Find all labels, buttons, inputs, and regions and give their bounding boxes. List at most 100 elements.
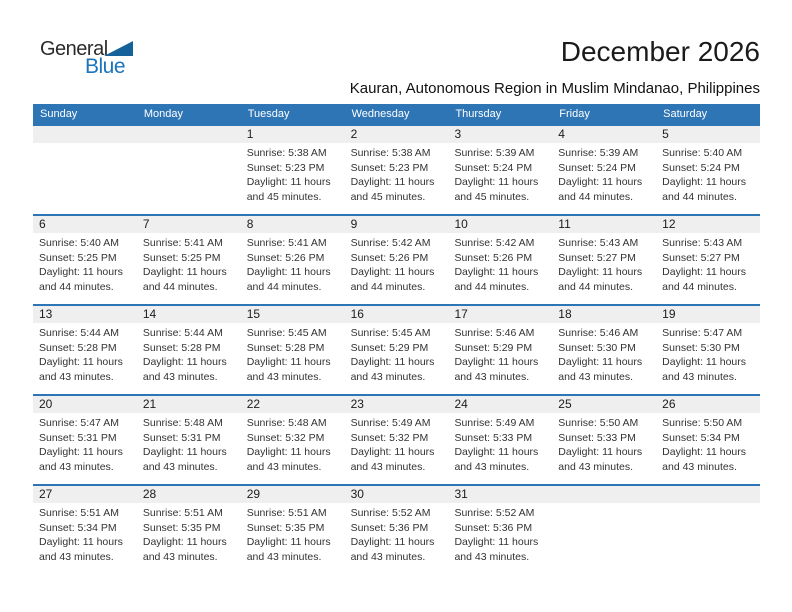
daylight-text-line2: and 43 minutes. [39,370,114,383]
day-cell-29: 29 Sunrise: 5:51 AM Sunset: 5:35 PM Dayligh… [240,486,345,574]
sunrise-text: Sunrise: 5:48 AM [246,417,327,429]
day-cell-15: 15 Sunrise: 5:45 AM Sunset: 5:28 PM Dayligh… [240,306,345,394]
daylight-text-line1: Daylight: 11 hours [246,266,331,279]
day-cell-14: 14 Sunrise: 5:44 AM Sunset: 5:28 PM Dayligh… [136,306,241,394]
sunset-text: Sunset: 5:26 PM [454,251,533,264]
day-number: 22 [240,396,345,413]
sunset-text: Sunset: 5:29 PM [350,341,429,354]
week-row: 13 Sunrise: 5:44 AM Sunset: 5:28 PM Dayligh… [33,304,761,394]
daylight-text-line1: Daylight: 11 hours [142,356,227,369]
sunset-text: Sunset: 5:34 PM [39,521,117,534]
sunset-text: Sunset: 5:34 PM [662,431,740,444]
daylight-text-line1: Daylight: 11 hours [142,536,227,549]
sunset-text: Sunset: 5:33 PM [558,431,636,444]
sunset-text: Sunset: 5:36 PM [350,521,429,534]
sunset-text: Sunset: 5:33 PM [454,431,533,444]
sunrise-text: Sunrise: 5:47 AM [39,417,119,429]
weekday-header-wednesday: Wednesday [351,108,410,120]
daylight-text-line2: and 44 minutes. [142,280,218,293]
daylight-text-line1: Daylight: 11 hours [454,266,539,279]
sunset-text: Sunset: 5:24 PM [662,161,740,174]
sunset-text: Sunset: 5:30 PM [662,341,740,354]
general-blue-logo: General Blue [40,39,150,85]
daylight-text-line1: Daylight: 11 hours [142,266,227,279]
day-number: 19 [656,306,761,323]
week-row: 6 Sunrise: 5:40 AM Sunset: 5:25 PM Daylight… [33,214,761,304]
daylight-text-line2: and 43 minutes. [142,460,218,473]
weekday-header-tuesday: Tuesday [247,108,290,120]
day-number: 30 [344,486,449,503]
sunrise-text: Sunrise: 5:46 AM [454,327,535,339]
day-cell-18: 18 Sunrise: 5:46 AM Sunset: 5:30 PM Dayligh… [552,306,657,394]
daylight-text-line2: and 45 minutes. [454,190,530,203]
daylight-text-line2: and 45 minutes. [246,190,322,203]
sunrise-text: Sunrise: 5:48 AM [142,417,223,429]
sunset-text: Sunset: 5:29 PM [454,341,533,354]
daylight-text-line2: and 44 minutes. [454,280,530,293]
sunset-text: Sunset: 5:23 PM [246,161,325,174]
sunrise-text: Sunrise: 5:41 AM [142,237,223,249]
day-number: 15 [240,306,345,323]
daylight-text-line2: and 43 minutes. [39,460,114,473]
sunrise-text: Sunrise: 5:50 AM [662,417,743,429]
daylight-text-line2: and 43 minutes. [662,460,737,473]
day-number: 3 [448,126,553,143]
day-cell-empty [33,126,137,214]
page-title: December 2026 [560,36,760,67]
daylight-text-line2: and 43 minutes. [350,550,426,563]
sunrise-text: Sunrise: 5:52 AM [454,507,535,519]
daylight-text-line1: Daylight: 11 hours [662,266,747,279]
day-number: 2 [344,126,449,143]
week-row: 20 Sunrise: 5:47 AM Sunset: 5:31 PM Dayligh… [33,394,761,484]
sunrise-text: Sunrise: 5:38 AM [246,147,327,159]
daylight-text-line2: and 43 minutes. [142,550,218,563]
day-cell-17: 17 Sunrise: 5:46 AM Sunset: 5:29 PM Dayligh… [448,306,553,394]
daylight-text-line1: Daylight: 11 hours [454,356,539,369]
weekday-header-friday: Friday [559,108,590,120]
day-cell-4: 4 Sunrise: 5:39 AM Sunset: 5:24 PM Daylight… [552,126,657,214]
day-number: 1 [240,126,345,143]
sunrise-text: Sunrise: 5:41 AM [246,237,327,249]
sunrise-text: Sunrise: 5:45 AM [246,327,327,339]
day-number: 12 [656,216,761,233]
daylight-text-line2: and 43 minutes. [246,370,322,383]
sunset-text: Sunset: 5:27 PM [558,251,636,264]
day-cell-11: 11 Sunrise: 5:43 AM Sunset: 5:27 PM Dayligh… [552,216,657,304]
sunset-text: Sunset: 5:28 PM [39,341,117,354]
day-cell-1: 1 Sunrise: 5:38 AM Sunset: 5:23 PM Daylight… [240,126,345,214]
daylight-text-line1: Daylight: 11 hours [662,176,747,189]
day-cell-7: 7 Sunrise: 5:41 AM Sunset: 5:25 PM Daylight… [136,216,241,304]
sunset-text: Sunset: 5:28 PM [142,341,221,354]
sunrise-text: Sunrise: 5:39 AM [454,147,535,159]
day-cell-13: 13 Sunrise: 5:44 AM Sunset: 5:28 PM Dayligh… [33,306,137,394]
weekday-header-monday: Monday [143,108,183,120]
daylight-text-line2: and 44 minutes. [246,280,322,293]
sunset-text: Sunset: 5:30 PM [558,341,636,354]
day-number [656,486,761,503]
day-cell-empty [136,126,241,214]
sunrise-text: Sunrise: 5:42 AM [350,237,431,249]
sunrise-text: Sunrise: 5:40 AM [39,237,119,249]
day-cell-10: 10 Sunrise: 5:42 AM Sunset: 5:26 PM Dayligh… [448,216,553,304]
daylight-text-line2: and 44 minutes. [350,280,426,293]
daylight-text-line2: and 44 minutes. [39,280,114,293]
day-cell-19: 19 Sunrise: 5:47 AM Sunset: 5:30 PM Dayligh… [656,306,761,394]
day-cell-23: 23 Sunrise: 5:49 AM Sunset: 5:32 PM Dayligh… [344,396,449,484]
day-number: 21 [136,396,241,413]
sunrise-text: Sunrise: 5:52 AM [350,507,431,519]
sunrise-text: Sunrise: 5:44 AM [142,327,223,339]
daylight-text-line2: and 43 minutes. [39,550,114,563]
day-number: 10 [448,216,553,233]
day-cell-21: 21 Sunrise: 5:48 AM Sunset: 5:31 PM Dayligh… [136,396,241,484]
daylight-text-line1: Daylight: 11 hours [350,266,435,279]
sunset-text: Sunset: 5:24 PM [454,161,533,174]
sunset-text: Sunset: 5:35 PM [142,521,221,534]
day-number [136,126,241,143]
daylight-text-line1: Daylight: 11 hours [350,176,435,189]
sunrise-text: Sunrise: 5:47 AM [662,327,743,339]
sunset-text: Sunset: 5:26 PM [246,251,325,264]
daylight-text-line2: and 43 minutes. [142,370,218,383]
sunset-text: Sunset: 5:32 PM [246,431,325,444]
day-number: 14 [136,306,241,323]
